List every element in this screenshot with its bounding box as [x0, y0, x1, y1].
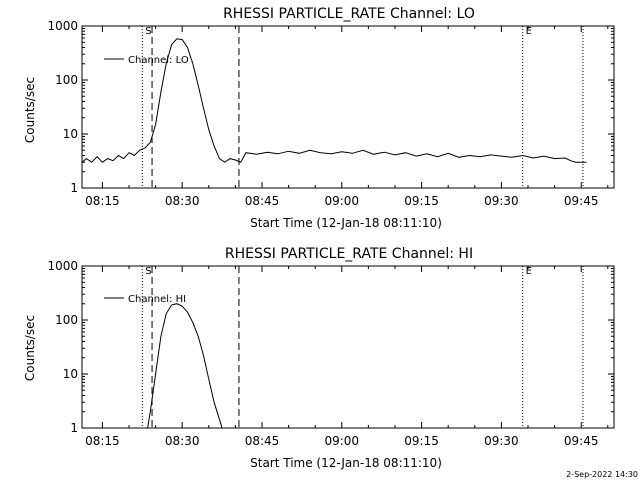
- x-tick-label: 09:00: [324, 194, 359, 208]
- y-tick-label: 100: [55, 73, 78, 87]
- x-tick-label: 09:45: [564, 434, 599, 448]
- y-tick-label: 1: [70, 181, 78, 195]
- x-axis-label: Start Time (12-Jan-18 08:11:10): [250, 216, 442, 230]
- y-axis-label: Counts/sec: [23, 315, 37, 381]
- y-axis-label: Counts/sec: [23, 77, 37, 143]
- plot-area: 1 10 100 1000 08:15 08:30 08:45 09:00 09:15 09:30…: [47, 19, 615, 208]
- y-tick-label: 1000: [47, 259, 78, 273]
- x-tick-label: 08:15: [85, 194, 120, 208]
- chart-title: RHESSI PARTICLE_RATE Channel: LO: [223, 6, 475, 22]
- axes-frame: [81, 265, 615, 429]
- x-tick-label: 09:30: [484, 434, 519, 448]
- legend-label: Channel: HI: [128, 294, 186, 305]
- chart-title: RHESSI PARTICLE_RATE Channel: HI: [225, 246, 473, 262]
- axes-frame: [81, 25, 615, 189]
- series-line: [82, 38, 587, 163]
- x-tick-label: 09:15: [404, 194, 439, 208]
- time-marker-label: E: [526, 26, 532, 37]
- time-marker-label: S: [145, 266, 151, 277]
- time-marker-label: E: [526, 266, 532, 277]
- chart-panel-hi: RHESSI PARTICLE_RATE Channel: HI Start T…: [23, 246, 615, 470]
- y-tick-label: 10: [63, 367, 78, 381]
- x-tick-label: 08:45: [245, 194, 280, 208]
- x-tick-label: 08:30: [165, 434, 200, 448]
- chart-panel-lo: RHESSI PARTICLE_RATE Channel: LO Start T…: [23, 6, 615, 230]
- y-tick-label: 1: [70, 421, 78, 435]
- x-tick-label: 08:30: [165, 194, 200, 208]
- x-tick-label: 09:00: [324, 434, 359, 448]
- x-tick-label: 09:45: [564, 194, 599, 208]
- chart-legend: Channel: HI: [104, 294, 186, 305]
- chart-legend: Channel: LO: [104, 55, 189, 66]
- x-tick-label: 08:45: [245, 434, 280, 448]
- x-tick-label: 08:15: [85, 434, 120, 448]
- y-tick-label: 100: [55, 313, 78, 327]
- series-line: [147, 303, 223, 428]
- plot-area: 1 10 100 1000 08:15 08:30 08:45 09:00 09:15 09:30…: [47, 259, 615, 448]
- time-marker-label: S: [145, 26, 151, 37]
- y-tick-label: 1000: [47, 19, 78, 33]
- y-tick-label: 10: [63, 127, 78, 141]
- x-tick-label: 09:30: [484, 194, 519, 208]
- plot-timestamp: 2-Sep-2022 14:30: [566, 470, 638, 479]
- legend-label: Channel: LO: [128, 55, 189, 66]
- x-tick-label: 09:15: [404, 434, 439, 448]
- x-axis-label: Start Time (12-Jan-18 08:11:10): [250, 456, 442, 470]
